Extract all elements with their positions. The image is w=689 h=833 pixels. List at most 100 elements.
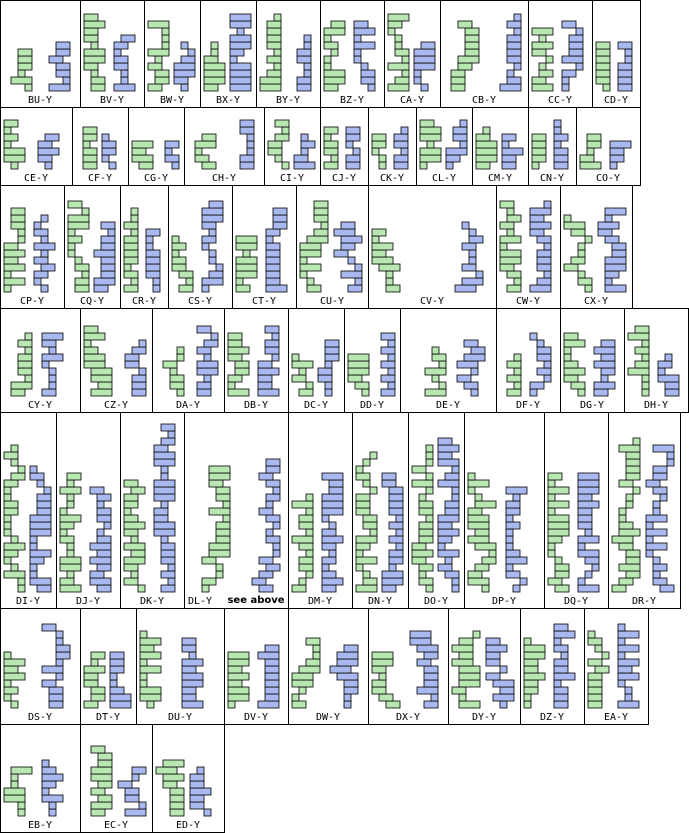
puzzle-cell: CH-Y [184, 107, 265, 186]
shape-cell [89, 556, 112, 565]
puzzle-cell: DA-Y [152, 308, 225, 413]
shape-cell [10, 221, 26, 230]
shape-cell [208, 270, 224, 279]
puzzle-cell: CG-Y [128, 107, 185, 186]
shape-cell [10, 214, 26, 223]
shape-cell [109, 700, 132, 709]
shape-cell [17, 235, 26, 244]
shape-cell [625, 458, 641, 467]
puzzle-cell: CC-Y [528, 0, 593, 108]
shape-cell [593, 360, 616, 369]
shape-cell [586, 140, 602, 149]
shape-cell [89, 577, 112, 586]
shape-cell [354, 381, 370, 390]
puzzle-cell: DX-Y [368, 608, 449, 725]
shape-cell [328, 479, 344, 488]
puzzle-cell: DJ-Y [56, 412, 121, 609]
shape-cell [291, 500, 314, 509]
shape-cell [381, 479, 397, 488]
shape-cell [59, 563, 82, 572]
shape-cell [531, 27, 554, 36]
shape-cell [181, 665, 197, 674]
shape-cell [371, 235, 380, 244]
shape-cell [523, 693, 532, 702]
shape-cell [201, 207, 224, 216]
shape-cell [124, 787, 140, 796]
shape-cell [531, 140, 547, 149]
shape-cell [618, 542, 634, 551]
shape-cell [176, 346, 185, 355]
shape-cell [3, 270, 12, 279]
shape-cell [445, 147, 468, 156]
shape-cell [652, 500, 661, 509]
shape-cell [597, 228, 613, 237]
puzzle-cell: CQ-Y [64, 185, 121, 309]
shape-cell [451, 584, 460, 593]
shape-cell [323, 147, 339, 156]
puzzle-cell: DT-Y [80, 608, 137, 725]
shape-cell [215, 493, 231, 502]
shape-cell [189, 787, 212, 796]
shape-cell [553, 658, 569, 667]
puzzle-cell: BV-Y [80, 0, 145, 108]
shape-cell [298, 563, 314, 572]
shape-cell [445, 154, 461, 163]
shape-cell [48, 55, 64, 64]
shape-cell [113, 55, 129, 64]
cell-label: DZ-Y [540, 712, 564, 723]
shape-cell [632, 437, 641, 446]
shape-cell [300, 147, 309, 156]
shape-cell [194, 154, 210, 163]
shape-cell [48, 700, 64, 709]
shape-cell [123, 556, 146, 565]
shape-cell [601, 651, 610, 660]
shape-cell [227, 679, 243, 688]
shape-cell [360, 69, 376, 78]
shape-cell [545, 55, 554, 64]
shape-cell [437, 563, 453, 572]
shape-cell [235, 277, 244, 286]
shape-cell [96, 493, 112, 502]
shape-cell [378, 161, 387, 170]
shape-cell [161, 27, 170, 36]
shape-cell [55, 630, 64, 639]
cell-label: DQ-Y [564, 596, 588, 607]
shape-cell [296, 48, 312, 57]
shape-cell [123, 256, 139, 265]
shape-cell [169, 381, 185, 390]
shape-cell [536, 346, 552, 355]
shape-cell [553, 637, 562, 646]
shape-cell [210, 48, 219, 57]
shape-cell [329, 665, 352, 674]
shape-cell [362, 577, 378, 586]
shape-cell [235, 263, 258, 272]
shape-cell [181, 679, 204, 688]
shape-cell [388, 563, 397, 572]
shape-cell [203, 374, 212, 383]
shape-cell [499, 242, 508, 251]
shape-cell [234, 360, 250, 369]
shape-cell [274, 154, 283, 163]
shape-cell [475, 161, 491, 170]
cell-label: BU-Y [28, 95, 52, 106]
shape-cell [563, 360, 579, 369]
shape-cell [547, 500, 570, 509]
shape-cell [164, 147, 173, 156]
shape-cell [419, 154, 442, 163]
shape-cell [67, 221, 90, 230]
shape-cell [547, 493, 556, 502]
shape-cell [604, 270, 620, 279]
shape-cell [272, 486, 281, 495]
shape-cell [138, 367, 147, 376]
shape-cell [451, 644, 474, 653]
shape-cell [29, 521, 52, 530]
shape-cell [222, 514, 231, 523]
shape-cell [265, 514, 281, 523]
shape-cell [470, 388, 479, 397]
shape-cell [59, 528, 68, 537]
shape-cell [505, 514, 514, 523]
shape-cell [506, 34, 522, 43]
shape-cell [463, 353, 486, 362]
shape-cell [584, 528, 593, 537]
shape-cell [298, 577, 307, 586]
